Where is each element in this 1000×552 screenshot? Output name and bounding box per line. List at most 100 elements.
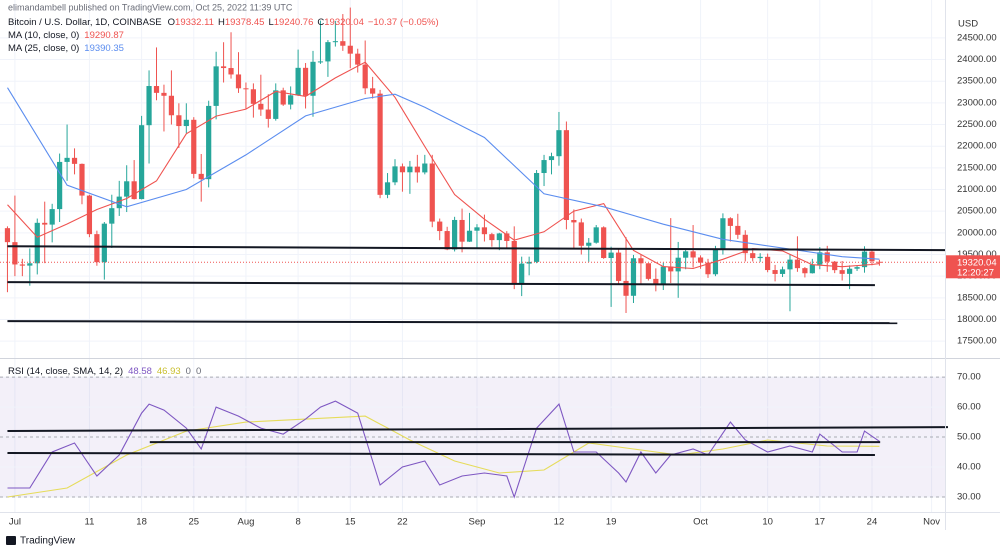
- candle-body: [705, 262, 711, 275]
- ohlc-value: 19320.04: [324, 17, 364, 28]
- candle-body: [86, 195, 93, 235]
- trend-line: [7, 245, 946, 252]
- candle-body: [586, 242, 592, 246]
- candle-body: [802, 268, 808, 274]
- publisher: elimandambell published on TradingView.c…: [8, 2, 293, 12]
- y-tick-label: 21500.00: [957, 162, 997, 173]
- candle-body: [481, 227, 488, 235]
- candle-body: [49, 209, 55, 225]
- change: −10.37 (−0.05%): [368, 17, 439, 28]
- candle-body: [601, 227, 607, 259]
- candle-body: [757, 256, 763, 259]
- x-tick-label: 8: [295, 517, 300, 528]
- candle-body: [370, 88, 376, 94]
- candle-body: [727, 218, 733, 226]
- candle-body: [437, 221, 443, 232]
- candle-body: [355, 53, 361, 65]
- marks-layer: [0, 7, 945, 499]
- candle-body: [392, 166, 398, 183]
- candle-body: [429, 163, 435, 222]
- overlay-layer: Jul 11 18 25 Aug 8 15 22 Sep 12 19 Oct 10 17 24 Nov 1750…: [7, 32, 1000, 528]
- candle-body: [362, 64, 368, 89]
- candle-body: [526, 261, 532, 264]
- candle-body: [101, 223, 107, 263]
- candle-body: [310, 61, 316, 96]
- candle-body: [42, 222, 48, 225]
- candle-body: [183, 119, 189, 127]
- y-tick-label: 17500.00: [957, 336, 997, 347]
- trend-line: [7, 451, 875, 457]
- legend-value: 19290.87: [84, 30, 124, 41]
- x-tick-label: 25: [188, 517, 199, 528]
- candle-body: [809, 264, 815, 274]
- candle-body: [444, 231, 450, 250]
- candle-body: [496, 233, 502, 241]
- legend-label: MA (10, close, 0): [8, 30, 79, 41]
- grid-layer: [0, 0, 945, 512]
- candle-body: [690, 251, 696, 258]
- candle-body: [861, 251, 868, 268]
- candle-body: [139, 125, 145, 200]
- candle-body: [742, 234, 748, 254]
- candle-body: [71, 157, 78, 164]
- candle-body: [302, 67, 309, 96]
- candle-body: [265, 109, 271, 119]
- candle-body: [325, 42, 331, 62]
- candle-body: [407, 166, 413, 173]
- candle-body: [452, 219, 458, 250]
- y-tick-label: 60.00: [957, 402, 981, 413]
- ohlc-value: 19240.76: [274, 17, 314, 28]
- candle-body: [772, 270, 778, 274]
- candle-body: [645, 263, 651, 279]
- legend-value: 19390.35: [84, 43, 124, 54]
- x-tick-label: 17: [815, 517, 826, 528]
- candle-body: [57, 161, 63, 210]
- y-tick-label: 24500.00: [957, 32, 997, 43]
- x-tick-label: Aug: [237, 517, 254, 528]
- candle-body: [27, 263, 33, 266]
- series-line: [7, 87, 880, 260]
- candle-body: [94, 234, 100, 263]
- candle-body: [735, 225, 741, 235]
- candle-body: [64, 157, 70, 162]
- y-tick-label: 19500.00: [957, 249, 997, 260]
- y-tick-label: 22000.00: [957, 141, 997, 152]
- candle-body: [854, 267, 860, 269]
- candle-body: [750, 253, 756, 259]
- candle-body: [839, 270, 845, 274]
- candle-body: [578, 222, 584, 246]
- candle-body: [489, 234, 495, 241]
- candle-body: [817, 252, 823, 265]
- currency: USD: [958, 19, 978, 30]
- candle-body: [206, 105, 212, 180]
- y-tick-label: 50.00: [957, 432, 981, 443]
- candle-body: [720, 218, 726, 250]
- candle-body: [787, 259, 793, 270]
- y-tick-label: 24000.00: [957, 54, 997, 65]
- y-tick-label: 40.00: [957, 462, 981, 473]
- candle-body: [519, 263, 525, 284]
- candle-body: [191, 119, 197, 174]
- legend-value: 46.93: [157, 366, 181, 377]
- candle-body: [668, 266, 674, 272]
- candle-body: [34, 222, 40, 264]
- x-tick-label: 10: [762, 517, 773, 528]
- x-tick-label: Sep: [469, 517, 486, 528]
- footer-logo: TradingView: [6, 536, 76, 547]
- candle-body: [638, 258, 644, 264]
- x-tick-label: 11: [84, 517, 94, 528]
- y-tick-label: 20000.00: [957, 227, 997, 238]
- legend-value: 0: [196, 366, 201, 377]
- y-tick-label: 23000.00: [957, 97, 997, 108]
- symbol-title: Bitcoin / U.S. Dollar, 1D, COINBASE: [8, 17, 162, 28]
- candle-body: [541, 160, 547, 174]
- candle-body: [79, 163, 85, 196]
- candle-body: [556, 130, 562, 157]
- candle-body: [571, 220, 577, 223]
- candle-body: [422, 163, 428, 173]
- candle-body: [683, 251, 689, 258]
- candle-body: [697, 257, 704, 263]
- x-tick-label: Jul: [9, 517, 21, 528]
- candle-body: [220, 66, 227, 69]
